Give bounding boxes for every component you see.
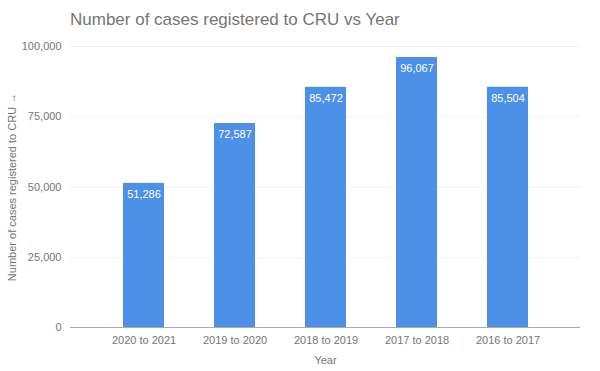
svg-text:72,587: 72,587 — [218, 128, 252, 140]
svg-text:2020 to 2021: 2020 to 2021 — [112, 334, 176, 346]
svg-text:2017 to 2018: 2017 to 2018 — [385, 334, 449, 346]
svg-text:50,000: 50,000 — [28, 181, 62, 193]
svg-text:2018 to 2019: 2018 to 2019 — [294, 334, 358, 346]
svg-text:85,472: 85,472 — [309, 92, 343, 104]
svg-text:Year: Year — [314, 354, 337, 366]
svg-text:51,286: 51,286 — [127, 188, 161, 200]
svg-text:100,000: 100,000 — [22, 40, 62, 52]
svg-text:Number of cases registered to: Number of cases registered to CRU → — [6, 93, 18, 281]
svg-text:85,504: 85,504 — [491, 92, 525, 104]
svg-text:0: 0 — [55, 321, 61, 333]
html-text:Number of cases registered to: Number of cases registered to CRU vs Yea… — [70, 10, 400, 29]
svg-text:2016 to 2017: 2016 to 2017 — [476, 334, 540, 346]
svg-text:96,067: 96,067 — [400, 62, 434, 74]
svg-text:25,000: 25,000 — [28, 251, 62, 263]
svg-text:2019 to 2020: 2019 to 2020 — [203, 334, 267, 346]
svg-text:75,000: 75,000 — [28, 110, 62, 122]
